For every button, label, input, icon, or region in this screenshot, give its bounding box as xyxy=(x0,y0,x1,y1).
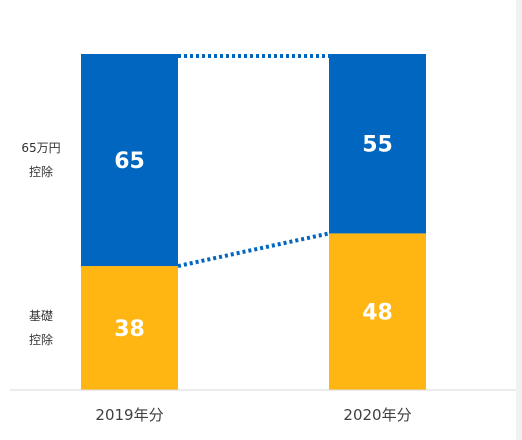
series-side-labels: 基礎控除 65万円控除 xyxy=(21,141,60,347)
connector-line-boundary xyxy=(177,231,330,268)
category-label-2: 2020年分 xyxy=(343,406,411,424)
data-label-deduction65-2: 55 xyxy=(362,133,393,158)
connector-lines xyxy=(177,54,330,268)
bar-segment-deduction65-1 xyxy=(81,54,178,267)
category-labels: 2019年分 2020年分 xyxy=(95,406,411,424)
data-label-basic-1: 38 xyxy=(114,317,145,342)
bar-stacks xyxy=(81,54,426,390)
bar-segment-basic-1 xyxy=(81,266,178,390)
data-label-deduction65-1: 65 xyxy=(114,149,145,174)
segment-labels: 38 65 48 55 xyxy=(114,133,393,342)
bar-segment-deduction65-2 xyxy=(329,54,426,234)
data-label-basic-2: 48 xyxy=(362,301,393,326)
series-label-basic: 基礎控除 xyxy=(29,309,53,347)
bar-segment-basic-2 xyxy=(329,233,426,390)
series-label-deduction65: 65万円控除 xyxy=(21,141,60,179)
category-label-1: 2019年分 xyxy=(95,406,163,424)
right-shade xyxy=(516,0,522,440)
